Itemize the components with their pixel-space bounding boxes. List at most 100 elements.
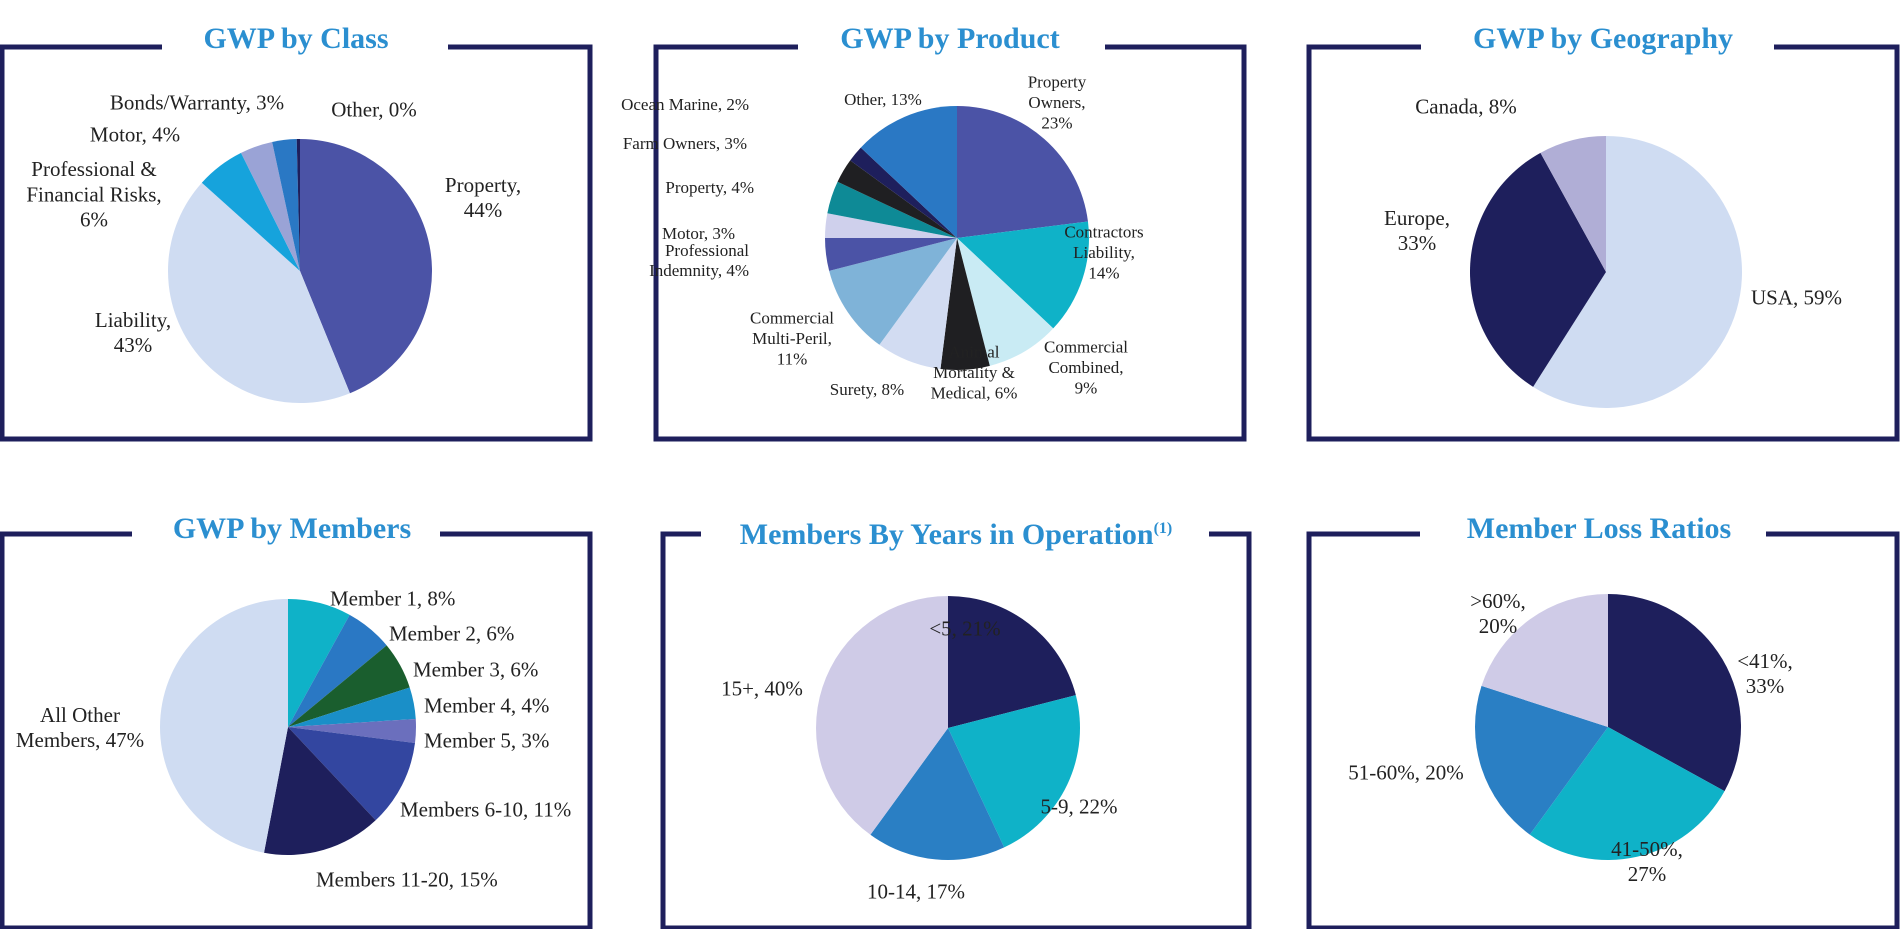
- pie-slice: [241, 141, 300, 271]
- pie-slice: [201, 152, 300, 271]
- pie-slice: [940, 238, 990, 370]
- pie-slice: [1481, 594, 1608, 727]
- pie-slice: [957, 106, 1088, 238]
- slice-label: <41%, 33%: [1737, 649, 1793, 698]
- slice-label: Europe, 33%: [1384, 206, 1450, 255]
- slice-label: Motor, 4%: [90, 122, 180, 146]
- slice-label: Contractors Liability, 14%: [1064, 223, 1143, 283]
- slice-label: Bonds/Warranty, 3%: [110, 90, 284, 114]
- slice-label: Member 1, 8%: [330, 586, 455, 610]
- pie-slice: [829, 238, 957, 345]
- panel-frame: [660, 531, 1252, 929]
- slice-label: Other, 13%: [844, 90, 922, 109]
- slice-label: 10-14, 17%: [867, 879, 965, 903]
- panel-gwp-by-product: GWP by Product Property Owners, 23% Contrac…: [621, 22, 1247, 442]
- pie-slice: [957, 238, 1054, 366]
- pie-chart: <5, 21% 5-9, 22% 10-14, 17% 15+, 40%: [721, 596, 1118, 903]
- pie-slice: [948, 596, 1076, 728]
- pie-slice: [288, 645, 410, 727]
- chart-title: Members By Years in Operation(1): [659, 512, 1253, 552]
- panel-member-loss-ratios: Member Loss Ratios <41%, 33% 41-50%, 27% 51-…: [1306, 512, 1900, 929]
- panel-members-by-years: Members By Years in Operation(1) <5, 21%…: [659, 516, 1253, 929]
- slice-label: Canada, 8%: [1415, 94, 1516, 118]
- panel-frame: [0, 44, 593, 442]
- slice-label: Liability, 43%: [95, 308, 171, 357]
- chart-title: Member Loss Ratios: [1466, 512, 1732, 545]
- slice-label: Professional & Financial Risks, 6%: [26, 157, 161, 231]
- slice-label: Member 2, 6%: [389, 621, 514, 645]
- slice-label: Member 4, 4%: [424, 693, 549, 717]
- slice-label: Ocean Marine, 2%: [621, 95, 749, 114]
- pie-slice: [957, 221, 1089, 329]
- panel-gwp-by-class: GWP by Class Property, 44% Liability, 43% Pr…: [0, 22, 593, 442]
- pie-slice: [1533, 136, 1742, 408]
- pie-slice: [296, 139, 300, 271]
- pie-slice: [1540, 136, 1606, 272]
- slice-label: Motor, 3%: [662, 224, 735, 243]
- slice-label: >60%, 20%: [1470, 589, 1526, 638]
- pie-slice: [160, 599, 288, 853]
- panel-gwp-by-geography: GWP by Geography USA, 59% Europe, 33% Canad…: [1306, 22, 1900, 442]
- pie-slice: [288, 599, 350, 727]
- slice-label: USA, 59%: [1751, 285, 1842, 309]
- pie-chart: USA, 59% Europe, 33% Canada, 8%: [1384, 94, 1842, 408]
- pie-slice: [264, 727, 376, 855]
- pie-chart: <41%, 33% 41-50%, 27% 51-60%, 20% >60%, 20%: [1348, 589, 1793, 886]
- chart-title-footnote: (1): [1153, 520, 1173, 537]
- slice-label: 41-50%, 27%: [1611, 837, 1683, 886]
- pie-slice: [825, 213, 957, 238]
- pie-slice: [272, 139, 300, 271]
- slice-label: <5, 21%: [929, 616, 1000, 640]
- pie-slice: [850, 147, 957, 238]
- chart-title: GWP by Product: [840, 22, 1060, 55]
- panel-frame: [0, 531, 593, 929]
- slice-label: Animal Mortality & Medical, 6%: [931, 343, 1018, 403]
- pie-slice: [879, 238, 957, 369]
- pie-slice: [816, 596, 948, 835]
- panel-frame: [653, 44, 1247, 442]
- panel-frame: [1306, 44, 1900, 442]
- pie-slice: [1529, 727, 1725, 860]
- slice-label: Property, 44%: [445, 173, 521, 222]
- slice-label: Other, 0%: [331, 97, 416, 121]
- slice-label: Members 6-10, 11%: [400, 797, 571, 821]
- pie-slice: [288, 718, 417, 744]
- slice-label: Surety, 8%: [830, 380, 904, 399]
- slice-label: Farm Owners, 3%: [623, 134, 747, 153]
- pie-slice: [168, 182, 350, 403]
- panel-gwp-by-members: GWP by Members Member 1, 8% Member 2, 6% M…: [0, 512, 593, 929]
- pie-slice: [1470, 152, 1606, 387]
- chart-title: GWP by Geography: [1472, 22, 1734, 55]
- slice-label: Professional Indemnity, 4%: [649, 241, 749, 280]
- pie-slice: [1608, 594, 1741, 792]
- pie-slice: [837, 160, 957, 238]
- slice-label: Member 5, 3%: [424, 728, 549, 752]
- slice-label: Property Owners, 23%: [1028, 73, 1087, 133]
- slice-label: 51-60%, 20%: [1348, 760, 1463, 784]
- slice-label: Property, 4%: [665, 178, 754, 197]
- pie-slice: [825, 238, 957, 271]
- slice-label: All Other Members, 47%: [16, 703, 144, 752]
- pie-slice: [300, 139, 432, 394]
- chart-title: GWP by Class: [203, 22, 389, 55]
- pie-slice: [288, 727, 415, 821]
- pie-chart: Property Owners, 23% Contractors Liability, 1…: [621, 73, 1144, 403]
- slice-label: Member 3, 6%: [413, 657, 538, 681]
- pie-slice: [827, 181, 957, 238]
- slice-label: 15+, 40%: [721, 676, 803, 700]
- slice-label: Commercial Multi-Peril, 11%: [750, 309, 834, 369]
- pie-slice: [870, 728, 1005, 860]
- slice-label: 5-9, 22%: [1041, 794, 1118, 818]
- pie-slice: [1475, 685, 1608, 835]
- pie-chart: Member 1, 8% Member 2, 6% Member 3, 6% Memb…: [16, 586, 571, 891]
- pie-slice: [288, 687, 416, 727]
- panel-frame: [1306, 531, 1900, 929]
- slice-label: Members 11-20, 15%: [316, 867, 498, 891]
- pie-slice: [860, 106, 957, 238]
- pie-slice: [288, 614, 387, 727]
- pie-chart: Property, 44% Liability, 43% Professional & F…: [26, 90, 521, 403]
- chart-title-text: Members By Years in Operation: [739, 518, 1154, 551]
- slice-label: Commercial Combined, 9%: [1044, 338, 1128, 398]
- pie-slice: [948, 695, 1080, 848]
- chart-title: GWP by Members: [172, 512, 412, 545]
